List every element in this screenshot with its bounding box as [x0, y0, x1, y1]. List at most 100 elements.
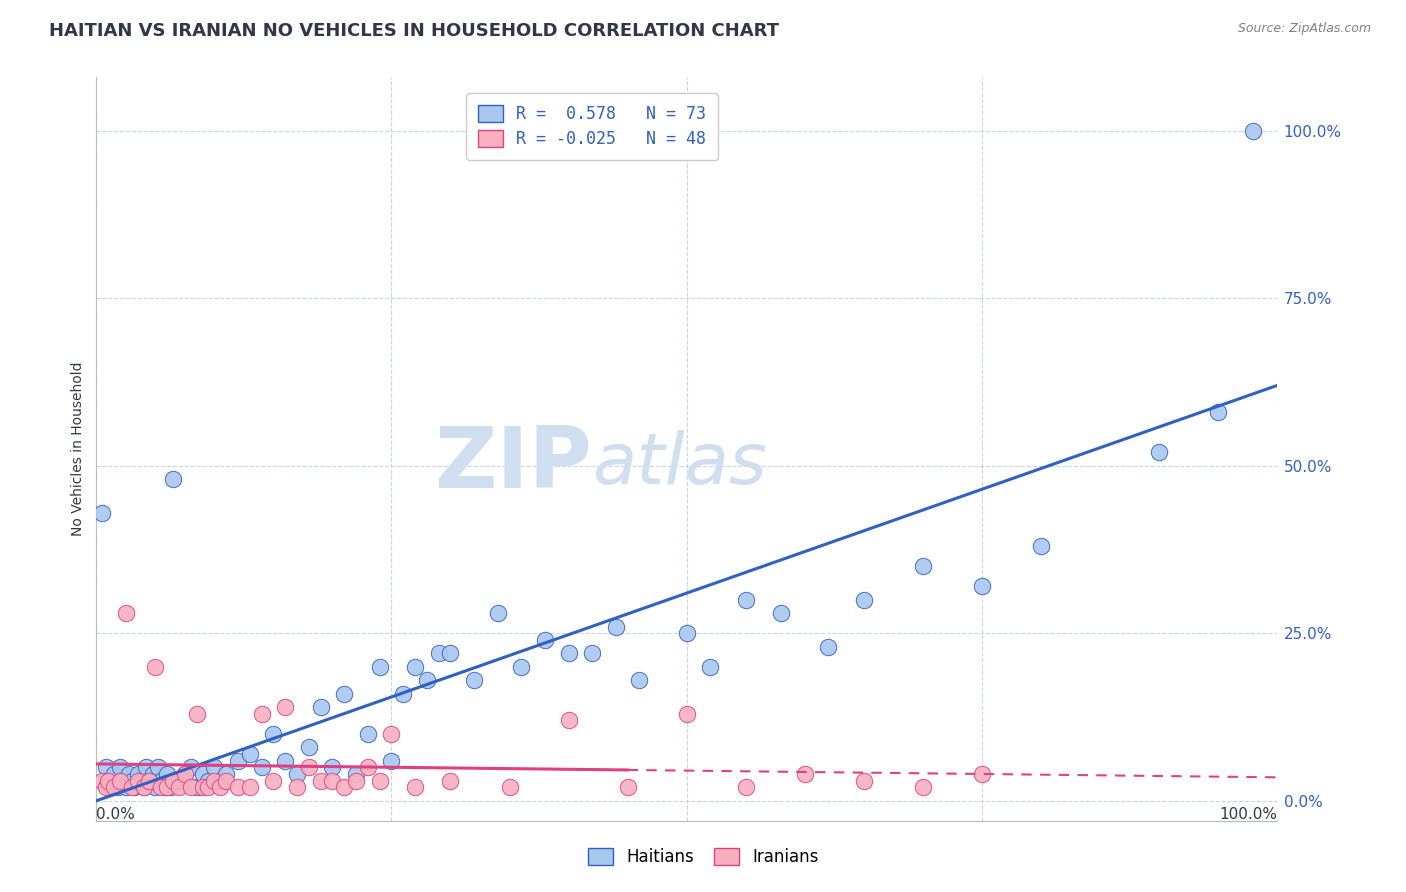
Point [167, 780, 190, 795]
Point [333, 687, 356, 701]
Point [142, 767, 165, 781]
Point [215, 773, 238, 788]
Point [250, 760, 273, 774]
Point [852, 773, 875, 788]
Point [534, 633, 557, 648]
Point [392, 687, 415, 701]
Point [191, 780, 214, 795]
Point [486, 606, 509, 620]
Point [108, 760, 131, 774]
Point [911, 780, 934, 795]
Point [103, 780, 125, 795]
Point [91, 506, 114, 520]
Point [180, 780, 202, 795]
Point [239, 780, 262, 795]
Point [202, 773, 225, 788]
Point [209, 773, 232, 788]
Point [159, 780, 181, 795]
Point [121, 780, 143, 795]
Point [380, 754, 402, 768]
Point [309, 773, 332, 788]
Point [132, 780, 155, 795]
Point [333, 780, 356, 795]
Point [734, 592, 756, 607]
Point [138, 773, 160, 788]
Point [197, 773, 219, 788]
Legend: Haitians, Iranians: Haitians, Iranians [579, 840, 827, 875]
Point [404, 660, 426, 674]
Point [510, 660, 533, 674]
Point [427, 647, 450, 661]
Point [675, 706, 697, 721]
Point [167, 773, 190, 788]
Point [852, 592, 875, 607]
Point [129, 773, 152, 788]
Point [357, 727, 380, 741]
Point [186, 706, 208, 721]
Point [262, 727, 284, 741]
Text: Source: ZipAtlas.com: Source: ZipAtlas.com [1237, 22, 1371, 36]
Point [321, 760, 343, 774]
Point [699, 660, 721, 674]
Point [439, 773, 461, 788]
Point [770, 606, 793, 620]
Point [97, 773, 120, 788]
Point [197, 780, 219, 795]
Point [202, 760, 225, 774]
Y-axis label: No Vehicles in Household: No Vehicles in Household [72, 362, 86, 536]
Point [463, 673, 485, 688]
Point [439, 647, 461, 661]
Point [103, 767, 125, 781]
Point [581, 647, 603, 661]
Point [209, 780, 232, 795]
Point [94, 760, 117, 774]
Point [404, 780, 426, 795]
Point [145, 780, 167, 795]
Point [118, 767, 141, 781]
Point [215, 767, 238, 781]
Point [1147, 445, 1170, 459]
Point [262, 773, 284, 788]
Point [274, 754, 297, 768]
Point [127, 767, 149, 781]
Point [1206, 405, 1229, 419]
Point [173, 767, 195, 781]
Point [344, 767, 367, 781]
Point [970, 767, 993, 781]
Point [285, 767, 308, 781]
Point [250, 706, 273, 721]
Point [344, 773, 367, 788]
Point [162, 472, 184, 486]
Point [162, 773, 184, 788]
Text: 100.0%: 100.0% [1219, 807, 1277, 822]
Point [156, 780, 179, 795]
Text: ZIP: ZIP [434, 423, 592, 506]
Point [107, 780, 129, 795]
Point [121, 773, 143, 788]
Point [793, 767, 815, 781]
Point [226, 754, 249, 768]
Point [498, 780, 520, 795]
Point [127, 773, 149, 788]
Legend: R =  0.578   N = 73, R = -0.025   N = 48: R = 0.578 N = 73, R = -0.025 N = 48 [467, 93, 718, 160]
Point [911, 559, 934, 574]
Point [138, 773, 160, 788]
Point [1029, 539, 1052, 553]
Point [239, 747, 262, 761]
Point [605, 619, 627, 633]
Point [115, 606, 138, 620]
Point [146, 760, 169, 774]
Point [1241, 124, 1264, 138]
Point [557, 647, 579, 661]
Point [298, 760, 321, 774]
Point [173, 767, 195, 781]
Point [368, 773, 391, 788]
Point [557, 714, 579, 728]
Point [153, 780, 176, 795]
Point [150, 780, 173, 795]
Point [616, 780, 638, 795]
Point [150, 773, 173, 788]
Point [309, 700, 332, 714]
Point [628, 673, 651, 688]
Point [145, 660, 167, 674]
